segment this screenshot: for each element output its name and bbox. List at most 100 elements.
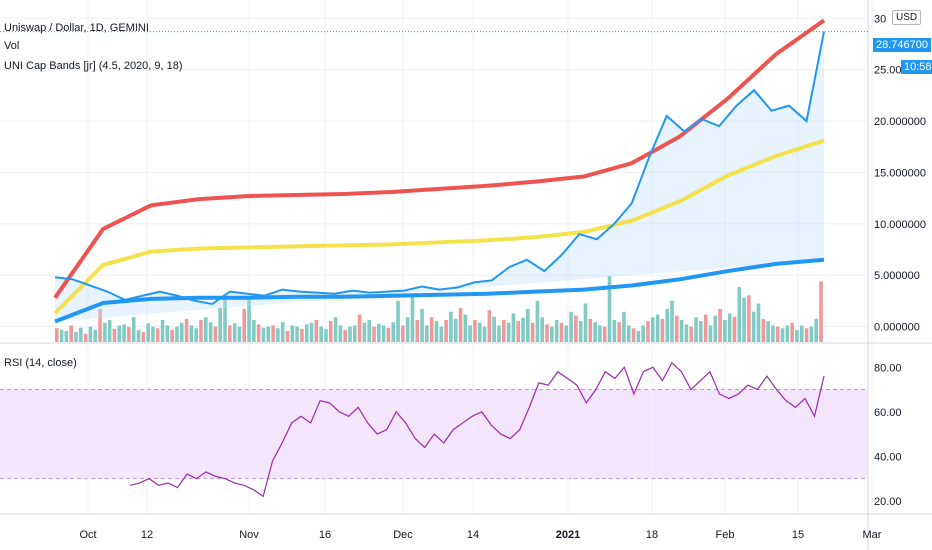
volume-bar [290,325,295,342]
volume-bar [492,316,496,342]
volume-bar [314,320,319,342]
volume-bar [175,326,179,342]
volume-bar [521,317,525,342]
volume-bar [319,326,323,342]
volume-bar [679,320,684,342]
volume-bar [396,300,400,342]
volume-bar [107,320,112,342]
price-tick-label: 15.000000 [874,167,926,179]
volume-bar [713,315,718,342]
volume-bar [559,322,564,342]
volume-bar [655,314,660,342]
time-tick-label: Feb [716,529,735,541]
volume-bar [425,325,429,342]
currency-button[interactable]: USD [892,10,922,25]
volume-bar [415,320,420,342]
volume-bar [626,325,631,342]
volume-bar [146,323,150,342]
volume-bar [223,298,227,342]
volume-bar [487,310,492,342]
volume-bar [247,298,251,342]
volume-bar [477,322,482,342]
volume-bar [795,329,799,342]
volume-bar [540,317,545,342]
volume-bar [179,322,184,342]
volume-bar [266,326,271,342]
volume-bar [439,326,444,342]
volume-bar [819,281,823,342]
bar-countdown-badge: 10:58 [901,60,932,74]
volume-bar [689,326,694,342]
volume-bar [242,309,247,342]
volume-bar [766,321,770,342]
volume-bar [420,309,424,342]
volume-bar [554,320,559,342]
volume-bar [684,324,689,342]
volume-bar [372,326,376,342]
volume-bar [160,320,165,342]
volume-bar [641,325,645,342]
volume-bar [74,332,78,342]
time-tick-label: Oct [79,529,96,541]
volume-bar [280,322,285,342]
time-tick-label: 18 [646,529,658,541]
volume-bar [708,325,713,342]
rsi-legend: RSI (14, close) [4,357,77,369]
volume-bar [723,320,727,342]
price-tick-label: 0.000000 [874,322,920,334]
volume-bar [165,325,170,342]
volume-bar [761,318,766,342]
volume-bar [98,309,102,342]
volume-bar [285,331,290,342]
volume-bar [208,322,213,342]
volume-bar [790,322,794,342]
volume-bar [564,325,569,342]
volume-bar [574,315,578,342]
volume-bar [348,326,352,342]
volume-bar [386,327,391,342]
volume-bar [780,328,785,342]
volume-bar [309,322,314,342]
volume-bar [213,326,218,342]
volume-bar [732,316,737,342]
volume-bar [473,320,477,342]
volume-bar [665,309,669,342]
volume-bar [449,311,453,342]
volume-bar [232,323,237,342]
rsi-tick-label: 20.00 [874,496,902,508]
volume-bar [338,325,343,342]
volume-legend: Vol [4,40,20,52]
volume-bar [458,307,463,342]
volume-bar [59,329,64,342]
volume-bar [694,317,698,342]
volume-bar [468,325,472,342]
volume-bar [194,328,198,342]
volume-bar [141,332,146,342]
volume-bar [775,326,780,342]
volume-bar [799,325,804,342]
volume-bar [670,300,674,342]
volume-bar [526,309,530,342]
volume-bar [155,328,160,342]
volume-bar [675,315,679,342]
volume-bar [429,317,434,342]
price-tick-label: 10.000000 [874,219,926,231]
volume-bar [727,313,732,342]
rsi-tick-label: 40.00 [874,451,902,463]
volume-bar [401,325,405,342]
volume-bar [367,320,372,342]
middle-band-line [53,138,825,315]
volume-bar [771,325,775,342]
volume-bar [256,324,261,342]
volume-bar [79,327,83,342]
volume-bar [304,324,309,342]
volume-bar [203,317,208,342]
volume-bar [501,320,506,342]
volume-bar [352,325,357,342]
price-tick-label: 20.000000 [874,116,926,128]
volume-bar [703,314,708,342]
volume-bar [83,333,88,342]
time-tick-label: Nov [239,529,259,541]
volume-bar [622,311,626,342]
